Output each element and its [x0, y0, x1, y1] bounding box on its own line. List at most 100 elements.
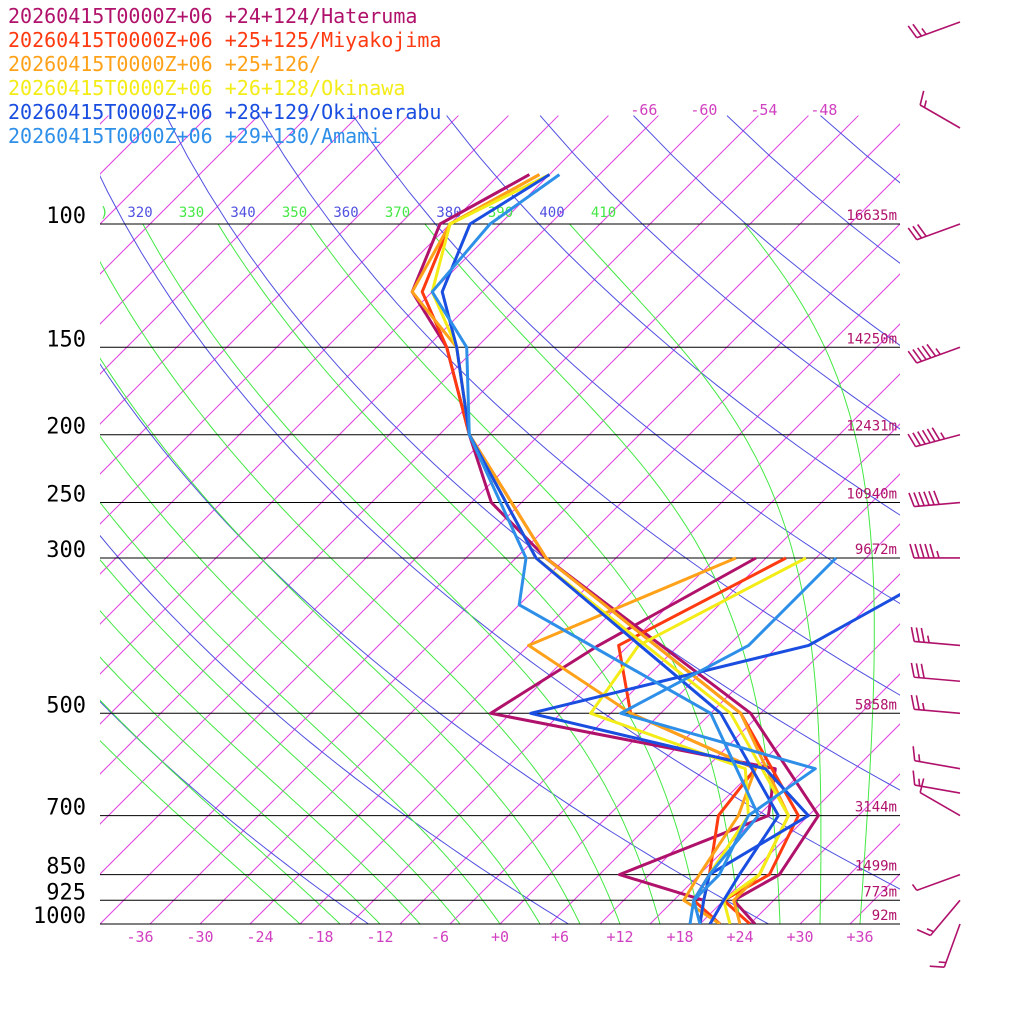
series-6-dewpoint-line [619, 556, 838, 924]
temperature-tick-label: +6 [551, 928, 569, 946]
wind-barb [907, 21, 961, 39]
dry-adiabat-line [100, 175, 900, 890]
sounding-series [410, 173, 900, 924]
theta-label: 390 [488, 205, 513, 221]
isotherm-line [100, 115, 509, 525]
legend-entry-2: 20260415T0000Z+06 +25+125/Miyakojima [8, 28, 441, 52]
temperature-tick-label: -36 [126, 928, 153, 946]
temperature-tick-label: +18 [666, 928, 693, 946]
isotherm-line [149, 173, 900, 924]
pressure-label-150: 150 [46, 327, 86, 352]
series-6-temperature-line [430, 173, 760, 924]
legend-entry-6: 20260415T0000Z+06 +29+130/Amami [8, 124, 381, 148]
isotherm-line [399, 423, 900, 924]
isotherm-lines [100, 115, 900, 924]
wind-barb [911, 873, 961, 892]
theta-label: 350 [282, 205, 307, 221]
isotherm-line [549, 573, 900, 924]
pressure-label-925: 925 [46, 880, 86, 905]
wind-barbs [907, 21, 961, 969]
height-label-150: 14250m [846, 331, 897, 347]
isotherm-line [100, 115, 559, 575]
wind-barb [909, 543, 960, 559]
theta-label-partial: ) [100, 205, 108, 221]
temperature-tick-label: -12 [366, 928, 393, 946]
temperature-tick-label: -24 [246, 928, 273, 946]
isotherm-line [100, 115, 459, 475]
wind-barb [907, 427, 961, 448]
wind-barb [919, 778, 961, 817]
theta-label: 370 [385, 205, 410, 221]
isotherm-line [299, 323, 900, 924]
wind-barb [907, 343, 961, 364]
wind-barb [910, 626, 961, 647]
isotherm-top-labels: -66 -60 -54 -48 [630, 101, 837, 119]
wind-barb [912, 746, 961, 770]
moist-adiabat-line [217, 223, 701, 924]
legend-entry-5: 20260415T0000Z+06 +28+129/Okinoerabu [8, 100, 441, 124]
temperature-tick-label: -30 [186, 928, 213, 946]
isotherm-line [100, 115, 309, 325]
legend-entry-4: 20260415T0000Z+06 +26+128/Okinawa [8, 76, 405, 100]
height-label-200: 12431m [846, 419, 897, 435]
wind-barb [919, 90, 961, 129]
isotherm-top-label: -60 [690, 101, 717, 119]
pressure-label-1000: 1000 [33, 904, 86, 929]
isotherm-line [100, 115, 609, 625]
wind-barb [910, 694, 961, 715]
isotherm-top-label: -54 [750, 101, 777, 119]
theta-label: 410 [591, 205, 616, 221]
legend-entry-3: 20260415T0000Z+06 +25+126/ [8, 52, 321, 76]
isotherm-line [100, 115, 409, 425]
isotherm-line [100, 115, 709, 725]
pressure-label-300: 300 [46, 538, 86, 563]
legend-entry-1: 20260415T0000Z+06 +24+124/Hateruma [8, 4, 417, 28]
isotherm-line [249, 273, 900, 924]
theta-label: 340 [230, 205, 255, 221]
isotherm-line [100, 115, 809, 825]
height-label-1000: 92m [872, 908, 897, 924]
isotherm-line [799, 823, 900, 924]
height-label-925: 773m [863, 884, 897, 900]
temperature-axis-labels: -36 -30 -24 -18 -12 -6 +0 +6 +12 +18 +24 +30 +36 [126, 928, 873, 946]
pressure-label-850: 850 [46, 855, 86, 880]
theta-label: 360 [333, 205, 358, 221]
wind-barb [908, 490, 961, 508]
temperature-tick-label: +30 [786, 928, 813, 946]
isotherm-line [100, 115, 359, 375]
pressure-label-100: 100 [46, 204, 86, 229]
height-label-700: 3144m [855, 800, 897, 816]
theta-labels: ) 320 330 340 350 360 370 380 390 400 410 [100, 205, 616, 221]
dry-adiabat-line [165, 115, 900, 791]
pressure-label-200: 200 [46, 415, 86, 440]
height-label-250: 10940m [846, 487, 897, 503]
theta-label: 400 [539, 205, 564, 221]
moist-adiabat-line [100, 357, 581, 924]
isotherm-line [100, 115, 259, 275]
height-label-100: 16635m [846, 208, 897, 224]
dry-adiabat-line [100, 534, 570, 924]
temperature-tick-label: +12 [606, 928, 633, 946]
isotherm-line [749, 773, 900, 924]
isotherm-line [449, 473, 900, 924]
height-label-300: 9672m [855, 542, 897, 558]
series-5-dewpoint-line [529, 592, 900, 924]
isotherm-line [499, 523, 900, 924]
height-label-500: 5858m [855, 697, 897, 713]
series-1-dewpoint-line [489, 556, 777, 924]
height-labels: 16635m 14250m 12431m 10940m 9672m 5858m 3144m 1… [846, 208, 897, 924]
theta-label: 330 [179, 205, 204, 221]
temperature-tick-label: -6 [431, 928, 449, 946]
temperature-tick-label: +24 [726, 928, 753, 946]
legend: 20260415T0000Z+06 +24+124/Hateruma202604… [8, 4, 441, 148]
isotherm-line [349, 373, 900, 924]
wind-barb [916, 899, 961, 937]
isotherm-line [100, 115, 659, 675]
temperature-tick-label: +0 [491, 928, 509, 946]
series-3-temperature-line [410, 173, 790, 924]
isotherm-top-label: -48 [810, 101, 837, 119]
isotherm-line [100, 123, 900, 924]
dry-adiabat-line [259, 115, 900, 696]
